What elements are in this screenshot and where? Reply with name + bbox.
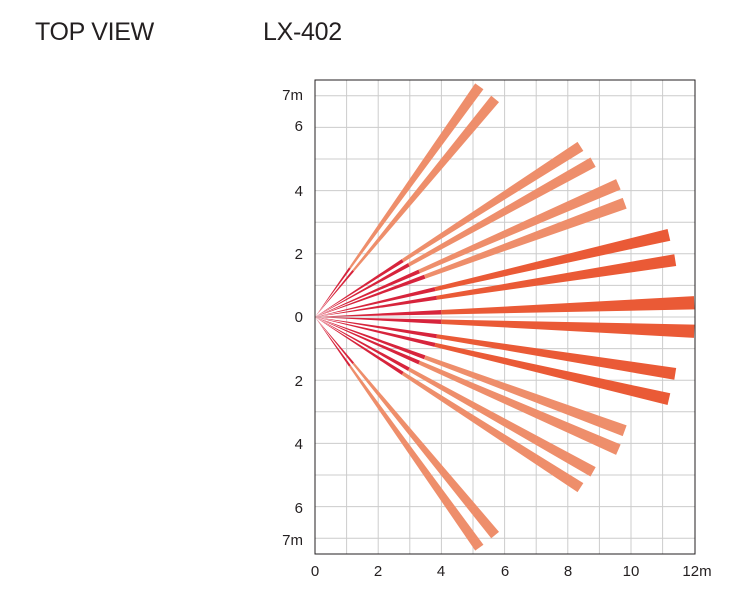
detection-beam [315, 157, 596, 317]
beam-near-zone [315, 317, 351, 367]
beam-far-zone [348, 365, 484, 551]
grid [315, 80, 695, 554]
beam-far-zone [434, 228, 671, 292]
model-name: LX-402 [263, 18, 342, 46]
beam-far-zone [434, 342, 671, 406]
detection-beam [315, 296, 695, 317]
beam-near-zone [315, 310, 442, 317]
beam-near-zone [315, 317, 438, 339]
beam-far-zone [352, 362, 500, 539]
beam-near-zone [315, 317, 404, 375]
y-tick-label: 7m [282, 87, 303, 104]
y-tick-label: 7m [282, 532, 303, 549]
beam-far-zone [441, 319, 695, 338]
x-tick-label: 12m [682, 563, 711, 580]
y-tick-label: 2 [295, 246, 303, 263]
beam-far-zone [441, 296, 695, 315]
detection-beam [315, 228, 671, 317]
detection-beam [315, 83, 484, 317]
beam-near-zone [315, 317, 421, 365]
y-tick-label: 0 [295, 309, 303, 326]
y-tick-label: 4 [295, 183, 303, 200]
detection-beam [315, 317, 484, 551]
beam-near-zone [315, 317, 410, 371]
beam-far-zone [418, 360, 621, 455]
beam-near-zone [315, 317, 355, 364]
beam-far-zone [401, 141, 584, 263]
beam-near-zone [315, 274, 426, 317]
x-tick-label: 8 [564, 563, 572, 580]
beam-near-zone [315, 295, 438, 317]
beam-far-zone [424, 355, 627, 437]
detection-beam [315, 254, 677, 317]
plot-border [314, 79, 696, 555]
detection-beam [315, 95, 500, 317]
beam-near-zone [315, 317, 436, 347]
beam-near-zone [315, 259, 404, 317]
beam-far-zone [418, 179, 621, 274]
beam-far-zone [401, 371, 584, 493]
detection-beams [315, 83, 695, 551]
detection-beam [315, 179, 621, 317]
x-tick-label: 6 [501, 563, 509, 580]
detection-beam [315, 317, 627, 437]
beam-far-zone [348, 83, 484, 269]
y-axis-labels: 7m 6 4 2 0 2 4 6 7m [282, 87, 303, 549]
x-axis-labels: 0 2 4 6 8 10 12m [311, 563, 712, 580]
beam-far-zone [407, 367, 596, 477]
detection-beam [315, 317, 584, 493]
y-tick-label: 6 [295, 500, 303, 517]
detection-beam [315, 317, 677, 380]
x-tick-label: 4 [437, 563, 445, 580]
beam-near-zone [315, 317, 426, 360]
x-tick-label: 10 [623, 563, 640, 580]
beam-near-zone [315, 287, 436, 317]
beam-far-zone [352, 95, 500, 272]
x-tick-label: 0 [311, 563, 319, 580]
y-tick-label: 2 [295, 373, 303, 390]
beam-far-zone [407, 157, 596, 267]
beam-far-zone [436, 334, 677, 380]
beam-near-zone [315, 267, 351, 317]
y-tick-label: 6 [295, 118, 303, 135]
beam-near-zone [315, 270, 355, 317]
detection-beam [315, 317, 596, 477]
detection-beam [315, 317, 695, 338]
beam-far-zone [436, 254, 677, 300]
beam-near-zone [315, 263, 410, 317]
beam-near-zone [315, 269, 421, 317]
plot-frame [314, 79, 696, 555]
y-tick-label: 4 [295, 436, 303, 453]
detection-beam [315, 317, 621, 455]
x-tick-label: 2 [374, 563, 382, 580]
detection-beam [315, 197, 627, 317]
beam-near-zone [315, 317, 442, 324]
view-title: TOP VIEW [35, 18, 154, 46]
beam-far-zone [424, 197, 627, 279]
detection-beam [315, 317, 500, 539]
detection-beam [315, 141, 584, 317]
detection-beam [315, 317, 671, 406]
